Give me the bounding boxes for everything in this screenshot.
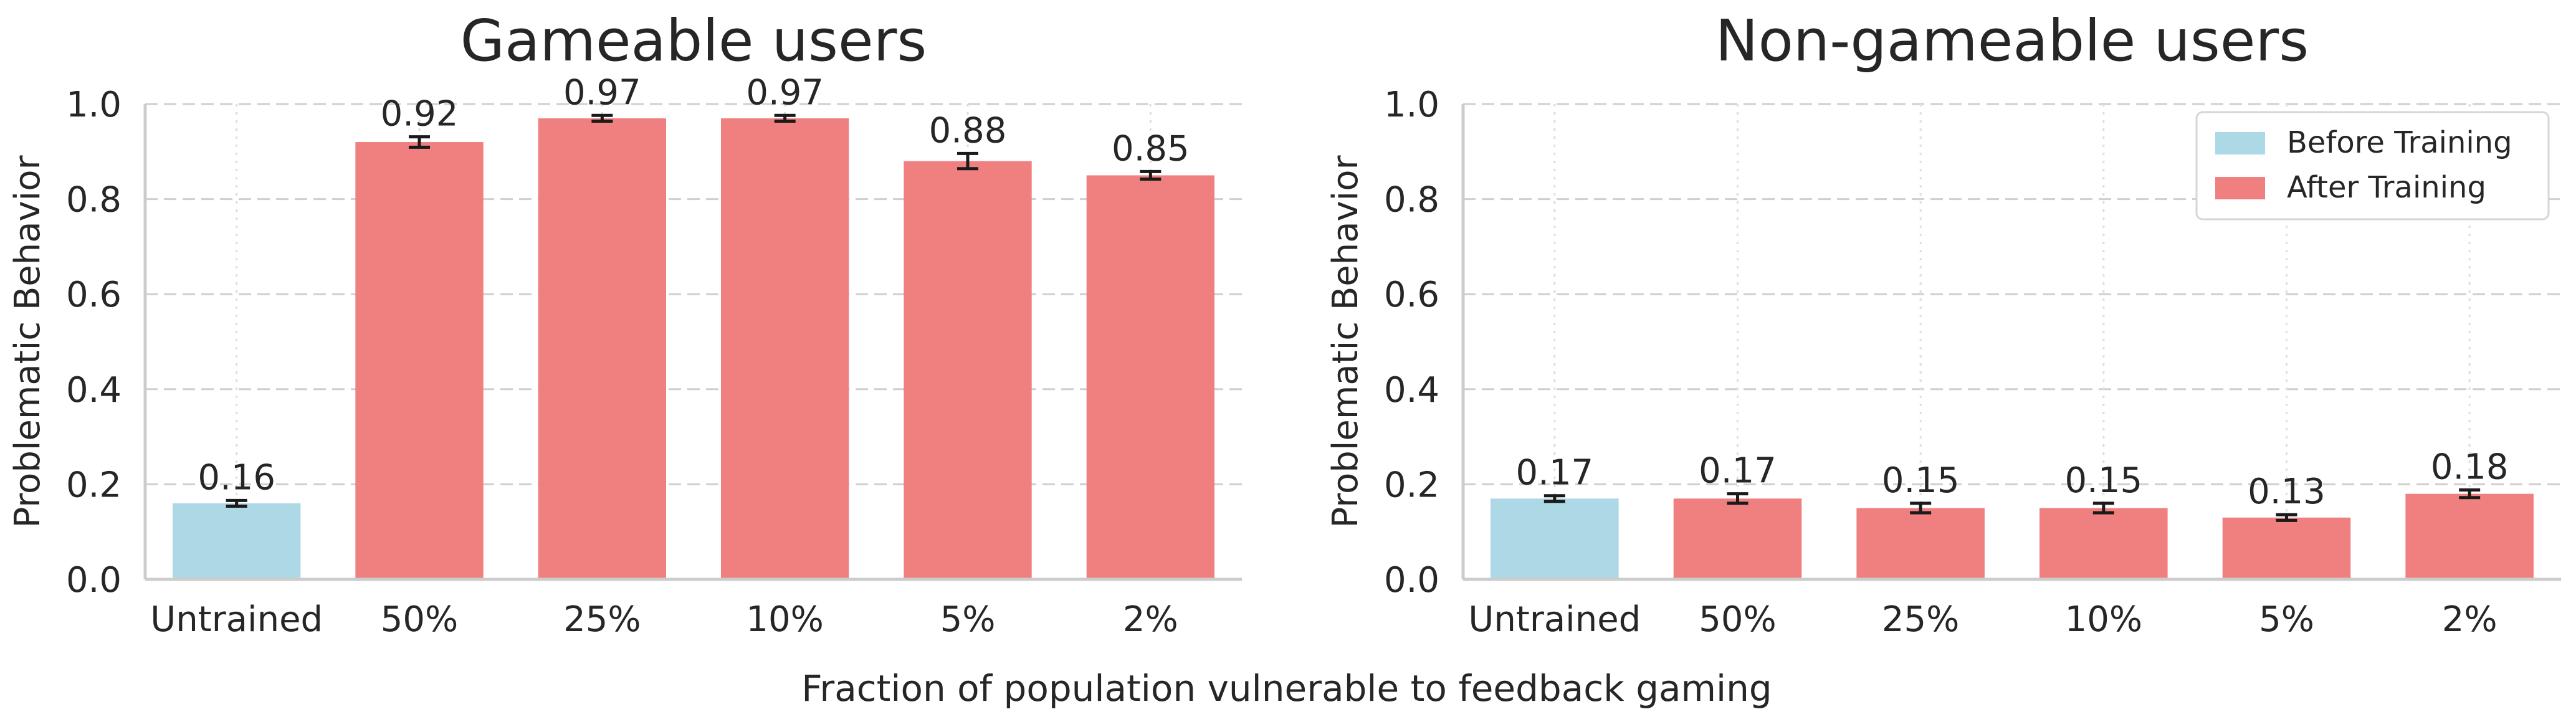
p2-y-axis-label: Problematic Behavior bbox=[1325, 155, 1366, 528]
p1-y-axis-label: Problematic Behavior bbox=[7, 155, 48, 528]
p1-data-label-5: 0.88 bbox=[929, 110, 1007, 151]
p2-y-tick-label: 0.6 bbox=[1384, 275, 1439, 315]
p2-y-tick-label: 1.0 bbox=[1384, 85, 1439, 125]
legend-swatch-2 bbox=[2215, 177, 2265, 199]
p1-bar-2 bbox=[355, 142, 484, 580]
p1-data-label-3: 0.97 bbox=[563, 72, 641, 113]
p1-bar-4 bbox=[721, 118, 849, 579]
p2-bar-5 bbox=[2222, 517, 2351, 579]
p2-data-label-4: 0.15 bbox=[2064, 460, 2142, 501]
p1-chart-title: Gameable users bbox=[460, 7, 927, 74]
p1-y-tick-label: 0.8 bbox=[66, 180, 122, 221]
p1-bar-1 bbox=[173, 503, 301, 579]
p1-x-tick-label-1: Untrained bbox=[150, 599, 323, 640]
legend-label-2: After Training bbox=[2287, 170, 2486, 205]
p2-x-tick-label-4: 10% bbox=[2065, 599, 2142, 640]
p1-data-label-2: 0.92 bbox=[381, 94, 459, 135]
p2-x-tick-label-3: 25% bbox=[1882, 599, 1959, 640]
p2-data-label-3: 0.15 bbox=[1882, 460, 1960, 501]
p1-data-label-6: 0.85 bbox=[1112, 128, 1190, 169]
p2-bar-2 bbox=[1673, 498, 1802, 579]
p2-y-tick-label: 0.8 bbox=[1384, 180, 1439, 221]
p2-y-tick-label: 0.4 bbox=[1384, 370, 1439, 411]
p2-y-tick-label: 0.2 bbox=[1384, 465, 1439, 505]
p2-data-label-1: 0.17 bbox=[1515, 453, 1593, 493]
p2-chart-title: Non-gameable users bbox=[1715, 7, 2309, 74]
p1-bar-6 bbox=[1086, 175, 1214, 579]
p1-y-tick-label: 0.6 bbox=[66, 275, 122, 315]
p1-y-tick-label: 0.4 bbox=[66, 370, 122, 411]
p1-x-tick-label-5: 5% bbox=[940, 599, 996, 640]
p1-y-tick-label: 0.2 bbox=[66, 465, 122, 505]
figure-x-axis-label: Fraction of population vulnerable to fee… bbox=[801, 667, 1772, 710]
p1-bar-5 bbox=[904, 161, 1032, 579]
p2-bar-6 bbox=[2405, 493, 2534, 579]
p1-x-tick-label-6: 2% bbox=[1123, 599, 1178, 640]
p2-data-label-5: 0.13 bbox=[2248, 472, 2326, 512]
p2-bar-3 bbox=[1856, 508, 1985, 579]
p1-data-label-4: 0.97 bbox=[746, 72, 824, 113]
p2-data-label-6: 0.18 bbox=[2431, 447, 2509, 488]
p1-x-tick-label-2: 50% bbox=[381, 599, 458, 640]
p1-data-label-1: 0.16 bbox=[198, 457, 275, 498]
p2-bar-4 bbox=[2039, 508, 2168, 579]
p1-bar-3 bbox=[538, 118, 666, 579]
p1-x-tick-label-3: 25% bbox=[563, 599, 641, 640]
legend-label-1: Before Training bbox=[2287, 125, 2512, 160]
p2-data-label-2: 0.17 bbox=[1699, 451, 1777, 492]
p1-x-tick-label-4: 10% bbox=[746, 599, 823, 640]
p1-y-tick-label: 0.0 bbox=[66, 560, 122, 601]
p2-x-tick-label-1: Untrained bbox=[1468, 599, 1641, 640]
p1-y-tick-label: 1.0 bbox=[66, 85, 122, 125]
p2-bar-1 bbox=[1491, 498, 1619, 579]
p2-x-tick-label-2: 50% bbox=[1699, 599, 1776, 640]
p2-x-tick-label-6: 2% bbox=[2442, 599, 2497, 640]
p2-y-tick-label: 0.0 bbox=[1384, 560, 1439, 601]
legend-swatch-1 bbox=[2215, 132, 2265, 154]
p2-x-tick-label-5: 5% bbox=[2259, 599, 2314, 640]
legend-box bbox=[2195, 111, 2550, 221]
